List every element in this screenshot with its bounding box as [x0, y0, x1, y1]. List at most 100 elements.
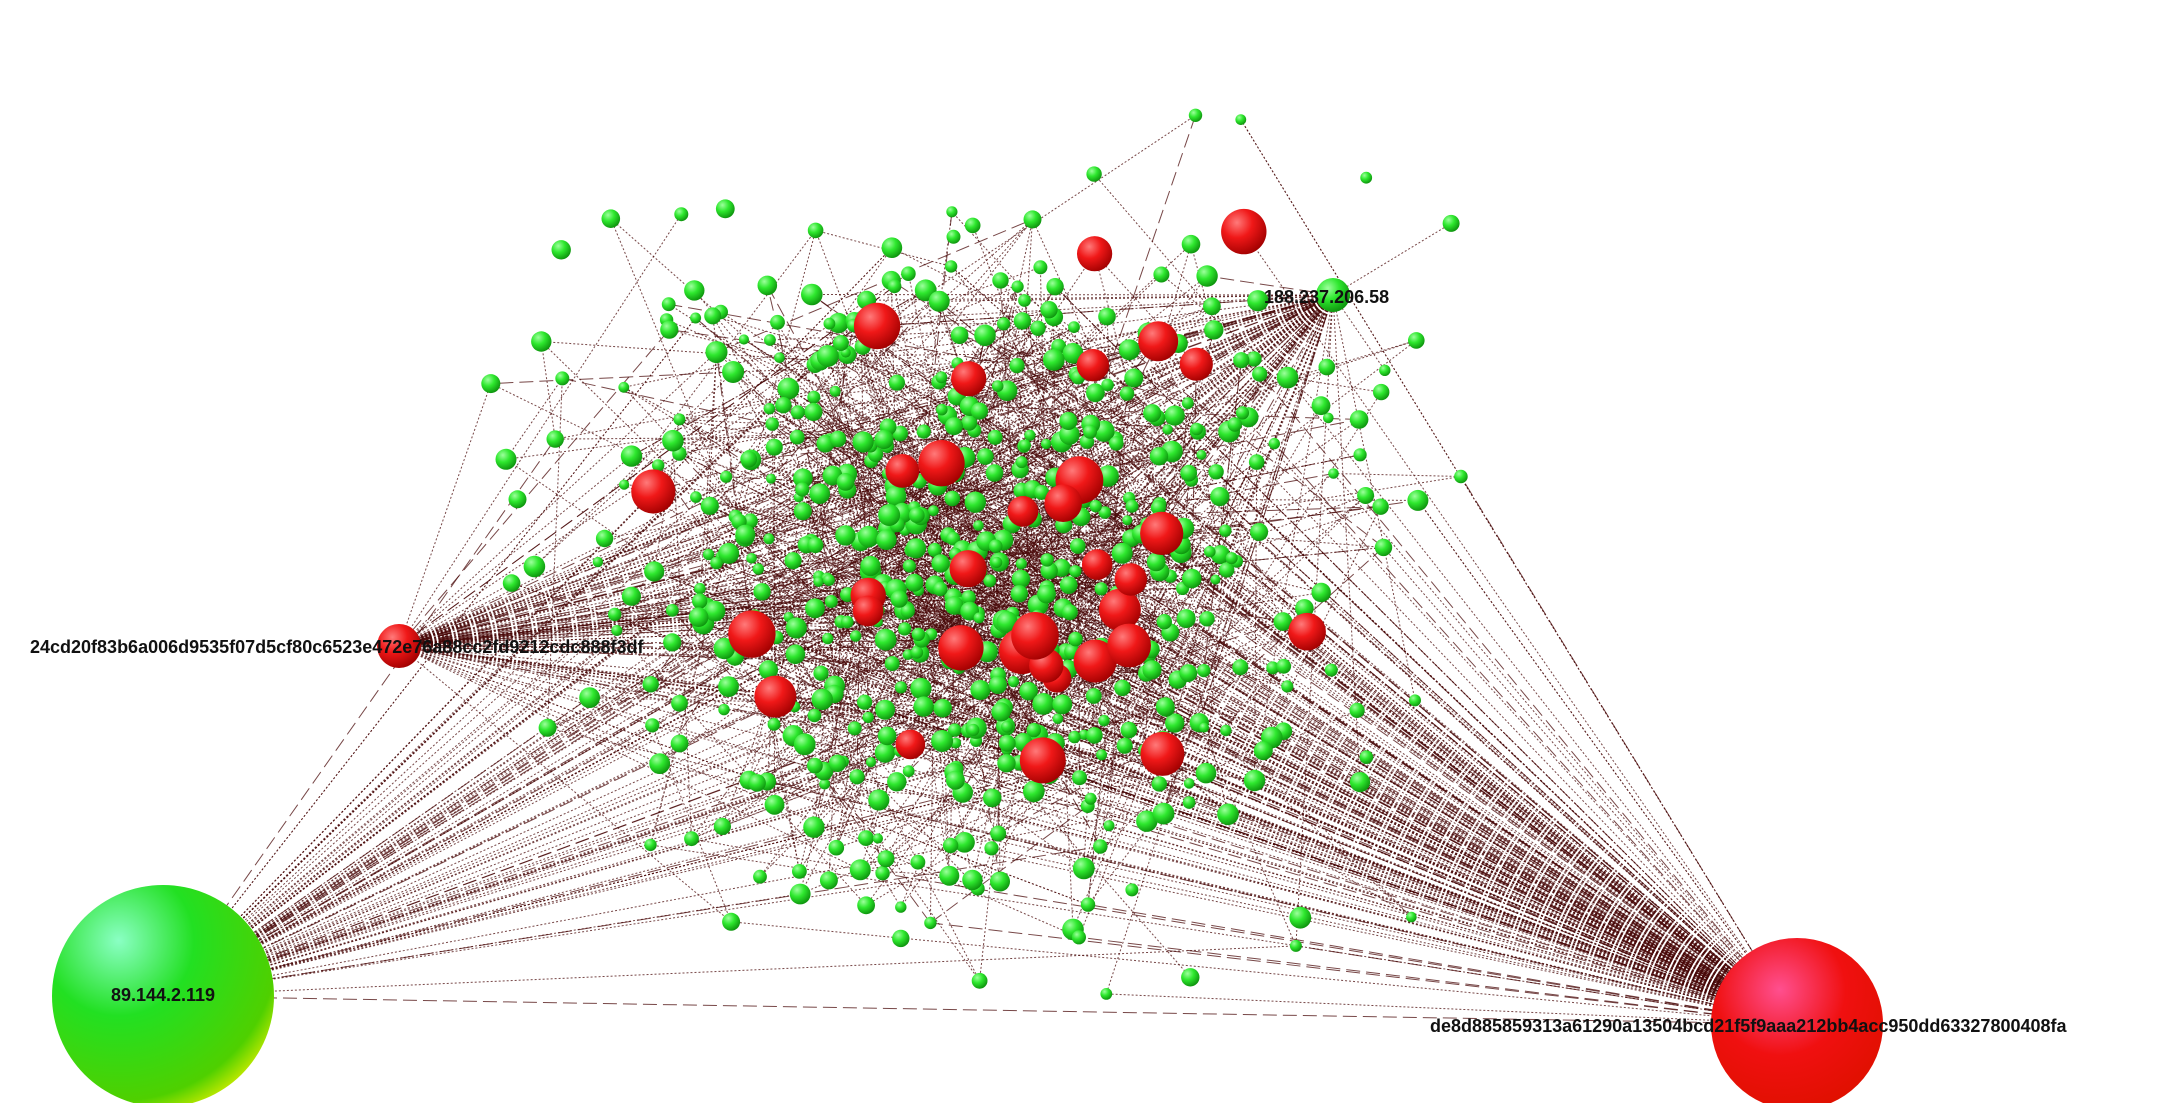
node — [645, 718, 660, 733]
edge — [724, 294, 1334, 649]
edge — [678, 419, 886, 753]
edge — [398, 645, 1034, 766]
edge — [847, 360, 1099, 596]
edge — [398, 351, 717, 647]
node — [1098, 307, 1116, 326]
edge — [775, 294, 1334, 698]
edge — [162, 875, 950, 997]
node — [872, 833, 884, 844]
node — [884, 656, 900, 672]
edge — [1333, 473, 1461, 477]
node — [790, 405, 805, 420]
edge — [1150, 755, 1412, 918]
node — [1276, 658, 1292, 674]
edge — [398, 645, 911, 745]
edge — [795, 352, 847, 629]
node — [950, 326, 969, 345]
node — [1142, 660, 1162, 680]
node — [1061, 604, 1078, 621]
edge — [847, 489, 1798, 1025]
node — [1190, 422, 1203, 436]
node — [495, 448, 517, 470]
node — [1116, 737, 1133, 754]
node — [1040, 438, 1052, 450]
edge — [1106, 993, 1798, 1025]
node — [1033, 260, 1048, 275]
edge — [819, 360, 925, 433]
node — [620, 445, 643, 467]
node — [665, 604, 679, 617]
edge — [971, 503, 1064, 881]
edge — [162, 709, 886, 997]
node — [1328, 468, 1339, 479]
edge — [794, 475, 833, 707]
node — [1059, 412, 1078, 430]
edge — [862, 346, 1121, 611]
node — [961, 414, 978, 431]
edge — [769, 327, 1039, 341]
node — [1072, 857, 1095, 880]
node — [1180, 464, 1198, 482]
edge — [930, 805, 1088, 924]
edge — [1096, 564, 1798, 1025]
node — [789, 429, 805, 445]
node — [1098, 714, 1110, 727]
edge — [877, 838, 981, 982]
node — [753, 583, 771, 601]
edge — [1330, 669, 1798, 1025]
node — [784, 552, 802, 570]
node-label: 89.144.2.119 — [111, 985, 215, 1005]
node — [996, 611, 1018, 633]
node — [764, 794, 785, 815]
node — [1068, 321, 1080, 333]
node — [1125, 883, 1139, 897]
edge — [1146, 672, 1412, 918]
edge — [162, 621, 1284, 997]
node — [1408, 332, 1425, 349]
edge — [975, 740, 1798, 1025]
node — [1246, 351, 1262, 367]
node — [1059, 424, 1080, 445]
node — [1011, 612, 1059, 660]
edge — [877, 332, 1798, 1025]
node — [652, 459, 665, 472]
edge — [1068, 294, 1334, 586]
node — [1353, 448, 1367, 462]
node — [748, 774, 766, 792]
edge — [896, 382, 1109, 477]
edge — [1128, 495, 1366, 731]
node — [971, 972, 988, 989]
node — [1406, 911, 1417, 923]
node — [804, 402, 823, 422]
node — [885, 485, 907, 507]
node — [1289, 939, 1302, 952]
edge — [398, 521, 740, 647]
node — [595, 529, 614, 548]
node — [1001, 720, 1013, 733]
edge — [669, 329, 848, 356]
edge — [1033, 783, 1160, 792]
edge — [398, 568, 759, 647]
edge — [1359, 781, 1798, 1025]
node — [973, 520, 984, 531]
node — [977, 448, 994, 465]
edge — [984, 334, 1160, 457]
node — [1454, 469, 1468, 484]
edge — [846, 354, 1160, 457]
node — [795, 482, 810, 497]
node — [1289, 906, 1312, 929]
edge — [1287, 377, 1798, 1025]
node — [661, 297, 676, 312]
node — [949, 550, 987, 588]
edge — [162, 607, 1305, 997]
edge — [1214, 360, 1242, 580]
node — [1203, 297, 1221, 316]
node — [910, 854, 926, 870]
node — [988, 539, 1003, 553]
node — [700, 496, 719, 515]
edge — [398, 645, 660, 765]
node — [752, 563, 764, 575]
edge — [870, 571, 1125, 747]
node — [1442, 214, 1460, 232]
edge — [1061, 294, 1334, 705]
